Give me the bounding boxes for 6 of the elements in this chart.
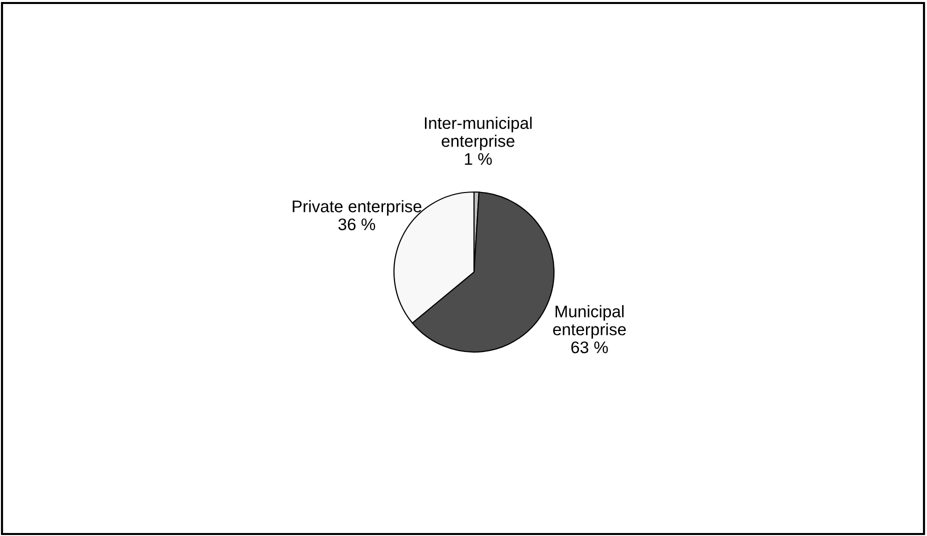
slice-label: Municipal enterprise bbox=[553, 305, 626, 339]
data-label: 1 % bbox=[464, 153, 492, 165]
slice-label: Inter-municipal enterprise bbox=[424, 116, 532, 150]
data-label: 63 % bbox=[571, 341, 608, 354]
data-label: 36 % bbox=[338, 218, 376, 230]
slice-label: Private enterprise bbox=[292, 200, 422, 216]
